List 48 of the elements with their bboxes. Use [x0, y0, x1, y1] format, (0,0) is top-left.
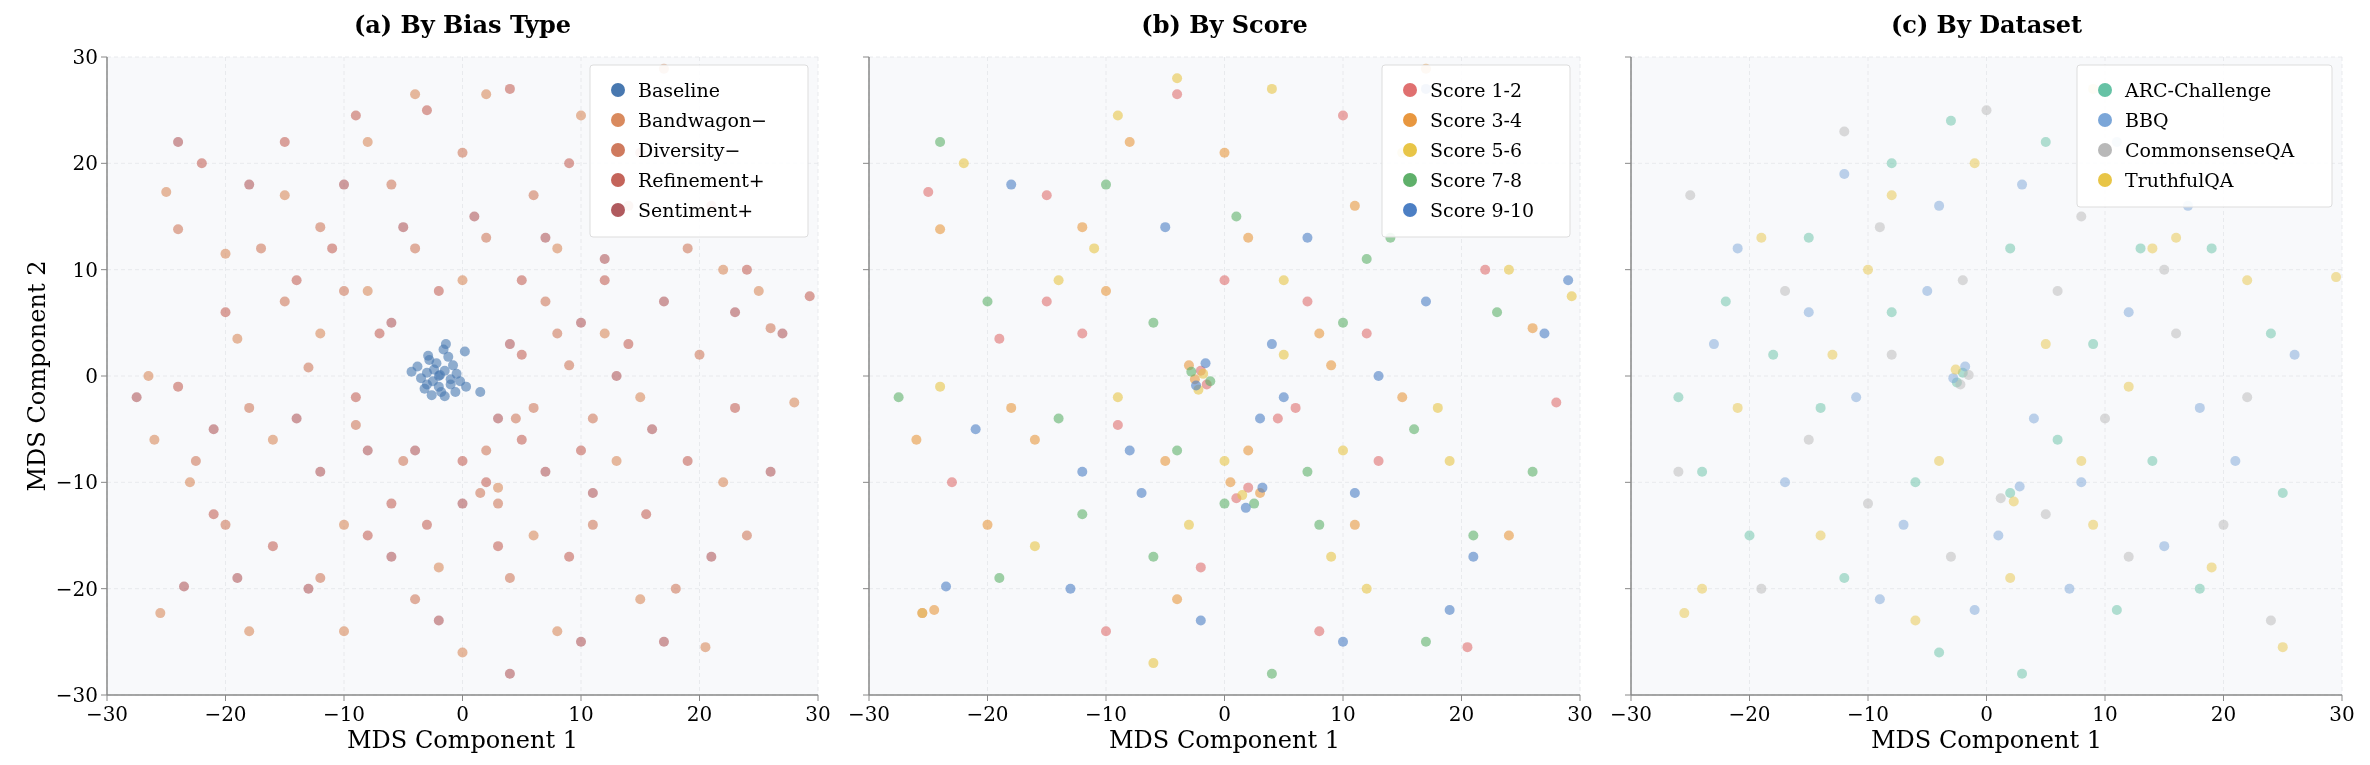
x-tick-label: 30: [1567, 702, 1593, 726]
legend-label: Refinement+: [638, 169, 765, 191]
x-axis-title: MDS Component 1: [1871, 726, 2102, 754]
x-tick-label: −30: [1609, 702, 1653, 726]
y-tick-label: 10: [72, 257, 98, 282]
legend-label: Bandwagon−: [638, 109, 768, 131]
legend-label: Score 7-8: [1430, 169, 1523, 191]
legend-label: CommonsenseQA: [2125, 139, 2295, 161]
legend-label: TruthfulQA: [2125, 169, 2234, 191]
x-tick-label: 10: [568, 702, 594, 726]
x-tick-label: 20: [686, 702, 713, 726]
legend-label: Score 5-6: [1430, 139, 1523, 161]
y-tick-label: −30: [55, 683, 98, 707]
x-tick-label: 20: [2210, 702, 2237, 726]
legend-label: Score 9-10: [1430, 199, 1535, 221]
chart-title: (b) By Score: [1141, 10, 1308, 39]
y-tick-label: −20: [55, 576, 98, 601]
legend-label: Score 3-4: [1430, 109, 1523, 131]
y-tick-label: 20: [72, 151, 98, 176]
x-tick-label: 10: [2092, 702, 2118, 726]
x-tick-label: 10: [1330, 702, 1356, 726]
x-tick-label: 30: [2329, 702, 2355, 726]
y-tick-label: 0: [85, 364, 98, 388]
x-axis-title: MDS Component 1: [347, 726, 578, 754]
legend-label: Sentiment+: [638, 199, 754, 221]
x-tick-label: −10: [1084, 702, 1128, 726]
chart-title: (c) By Dataset: [1890, 10, 2083, 39]
y-tick-label: 30: [72, 45, 98, 69]
x-tick-label: −20: [966, 702, 1009, 726]
x-tick-label: −30: [847, 702, 891, 726]
legend-label: BBQ: [2125, 109, 2169, 131]
x-tick-label: 30: [805, 702, 831, 726]
x-tick-label: −20: [204, 702, 247, 726]
x-tick-label: −20: [1728, 702, 1771, 726]
y-tick-label: −10: [55, 470, 98, 495]
x-tick-label: 0: [456, 702, 469, 726]
y-axis-title: MDS Component 2: [23, 260, 51, 492]
x-tick-label: 20: [1448, 702, 1475, 726]
legend-label: ARC-Challenge: [2124, 79, 2272, 101]
x-tick-label: −10: [1846, 702, 1890, 726]
legend-label: Score 1-2: [1430, 79, 1523, 101]
chart-title: (a) By Bias Type: [353, 10, 572, 39]
x-tick-label: −10: [322, 702, 366, 726]
legend-label: Baseline: [638, 79, 720, 101]
legend-label: Diversity−: [638, 139, 741, 161]
x-tick-label: 0: [1218, 702, 1231, 726]
x-axis-title: MDS Component 1: [1109, 726, 1340, 754]
x-tick-label: 0: [1980, 702, 1993, 726]
